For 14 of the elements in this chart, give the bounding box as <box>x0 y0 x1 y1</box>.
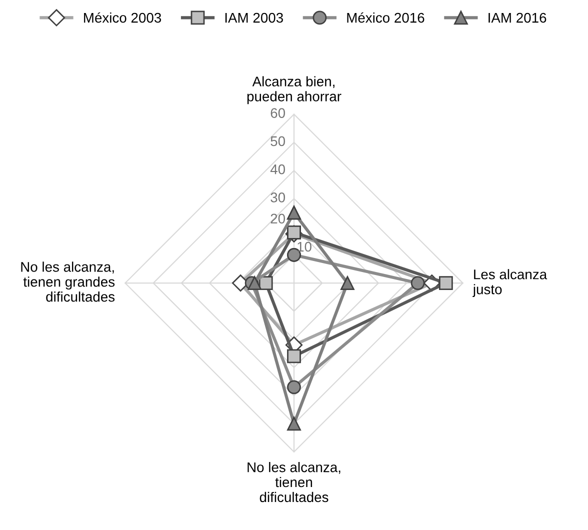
legend-label: México 2003 <box>84 12 162 23</box>
spoke-label: Alcanza bien, pueden ahorrar <box>247 76 342 104</box>
spoke-label: Les alcanza justo <box>472 269 548 298</box>
legend-label: México 2016 <box>347 12 424 23</box>
y-tick-label: 40 <box>270 164 286 174</box>
y-tick-label: 60 <box>270 108 286 118</box>
y-tick-label: 30 <box>270 192 286 202</box>
y-tick-label: 50 <box>270 136 286 146</box>
spoke-label: No les alcanza, tienen dificultades <box>248 462 340 502</box>
legend-label: IAM 2003 <box>225 12 283 23</box>
spoke-label: No les alcanza, tienen grandes dificultades <box>21 262 115 302</box>
y-tick-label: 20 <box>270 214 286 224</box>
legend-label: IAM 2016 <box>488 12 546 23</box>
y-tick-label: 10 <box>298 242 312 252</box>
